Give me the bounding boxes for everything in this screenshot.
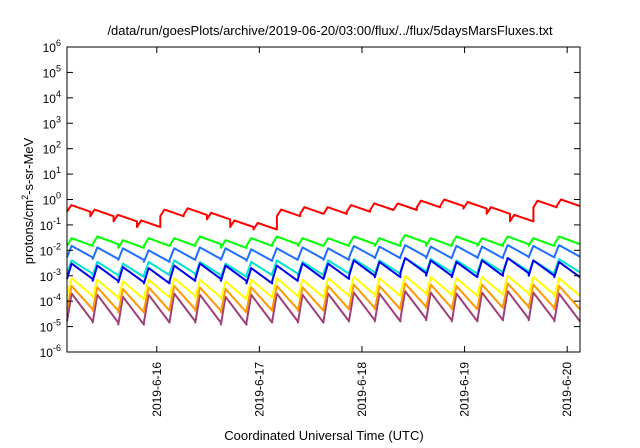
y-axis-label: protons/cm2-s-sr-MeV — [20, 137, 36, 264]
y-tick-label: 106 — [43, 38, 61, 55]
y-tick-label: 101 — [43, 165, 61, 182]
x-tick-label: 2019-6-19 — [458, 362, 472, 417]
y-tick-label: 105 — [43, 63, 61, 80]
plot-area — [66, 198, 581, 326]
x-axis-label: Coordinated Universal Time (UTC) — [224, 428, 423, 443]
y-tick-label: 104 — [43, 89, 61, 106]
series-line — [66, 257, 581, 285]
series-line — [66, 290, 581, 326]
series-line — [66, 234, 581, 249]
series-line — [66, 282, 581, 314]
y-tick-label: 10-1 — [40, 216, 61, 233]
y-tick-label: 102 — [43, 140, 61, 157]
x-tick-label: 2019-6-20 — [560, 362, 574, 417]
y-tick-label: 10-4 — [40, 292, 61, 309]
series-line — [66, 244, 581, 263]
y-tick-label: 100 — [43, 191, 61, 208]
y-tick-label: 10-2 — [40, 241, 61, 258]
y-axis-ticks: 10-6 10-5 10-4 10-3 10-2 10-1 100 101 102 103 104 1… — [40, 38, 580, 360]
series-line — [66, 274, 581, 301]
chart-title: /data/run/goesPlots/archive/2019-06-20/0… — [107, 23, 553, 38]
plot-frame — [66, 46, 581, 353]
y-tick-label: 103 — [43, 114, 61, 131]
x-tick-label: 2019-6-17 — [252, 362, 266, 417]
y-tick-label: 10-6 — [40, 343, 61, 360]
x-axis-ticks: 2019-6-16 2019-6-17 2019-6-18 2019-6-19 2019… — [150, 47, 574, 417]
series-line — [66, 257, 581, 278]
x-tick-label: 2019-6-16 — [150, 362, 164, 417]
y-tick-label: 10-5 — [40, 318, 61, 335]
x-tick-label: 2019-6-18 — [355, 362, 369, 417]
series-line — [66, 198, 581, 231]
y-tick-label: 10-3 — [40, 267, 61, 284]
